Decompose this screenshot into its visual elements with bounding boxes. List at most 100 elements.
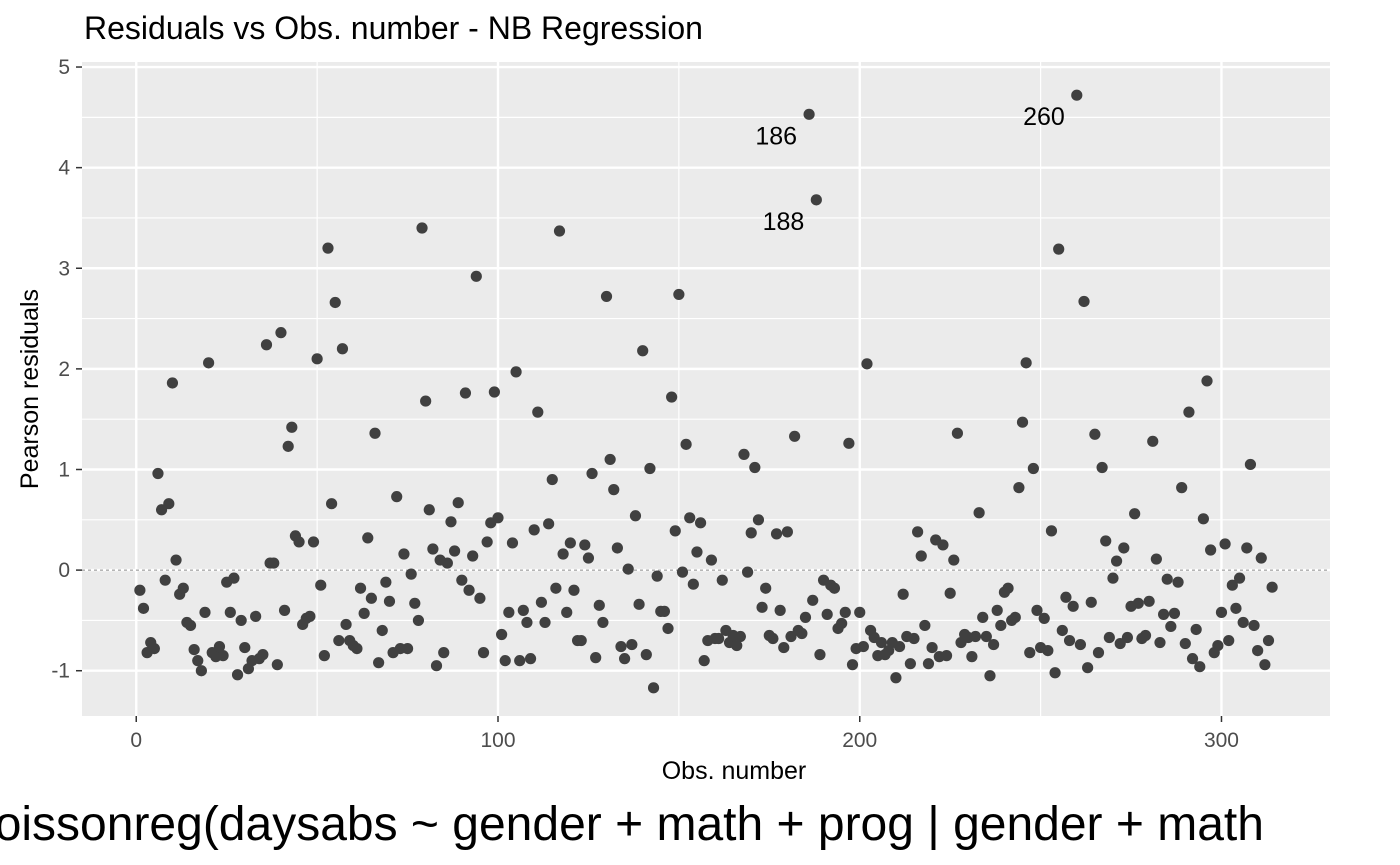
data-point	[152, 467, 164, 480]
data-point	[1096, 461, 1108, 474]
data-point	[1233, 572, 1246, 584]
data-point	[336, 343, 349, 355]
data-point	[307, 536, 320, 548]
point-label: 260	[1023, 103, 1065, 131]
data-point	[926, 641, 938, 654]
data-point	[666, 391, 678, 403]
data-point	[1038, 612, 1050, 625]
data-point	[278, 604, 291, 616]
data-point	[687, 578, 699, 590]
data-point	[203, 357, 215, 369]
data-point	[836, 617, 848, 630]
data-point	[322, 242, 334, 254]
data-point	[1100, 535, 1112, 547]
data-point	[546, 473, 558, 486]
data-point	[304, 610, 316, 622]
y-tick-label: 5	[58, 56, 70, 79]
data-point	[597, 616, 609, 629]
data-point	[575, 634, 587, 647]
data-point	[807, 594, 819, 606]
data-point	[195, 665, 207, 677]
data-point	[535, 596, 548, 608]
point-label: 186	[755, 122, 797, 150]
data-point	[311, 353, 323, 365]
data-point	[1186, 653, 1199, 665]
data-point	[1060, 591, 1072, 603]
data-point	[1252, 645, 1264, 657]
data-point	[315, 579, 327, 591]
chart-title: Residuals vs Obs. number - NB Regression	[84, 10, 703, 46]
data-point	[1045, 525, 1058, 537]
data-point	[828, 582, 841, 594]
data-point	[658, 605, 671, 617]
data-point	[908, 632, 920, 645]
data-point	[915, 550, 927, 562]
data-point	[922, 658, 935, 670]
data-point	[582, 552, 595, 564]
data-point	[213, 640, 226, 653]
data-point	[268, 557, 280, 569]
data-point	[557, 548, 569, 560]
data-point	[452, 497, 464, 509]
data-point	[600, 290, 613, 303]
x-axis-title: Obs. number	[662, 757, 807, 785]
data-point	[579, 539, 591, 551]
data-point	[1262, 634, 1275, 647]
data-point	[257, 649, 269, 661]
data-point	[622, 563, 634, 575]
data-point	[1020, 357, 1032, 369]
data-point	[1205, 544, 1217, 556]
data-point	[1132, 597, 1144, 609]
data-point	[1078, 295, 1090, 308]
data-point	[1158, 608, 1170, 620]
data-point	[260, 339, 273, 351]
data-point	[163, 498, 175, 510]
data-point	[799, 611, 812, 623]
data-point	[228, 572, 240, 584]
x-tick-label: 0	[130, 729, 142, 752]
data-point	[521, 616, 533, 629]
data-point	[919, 619, 931, 632]
data-point	[1212, 639, 1224, 652]
data-point	[995, 619, 1007, 632]
data-point	[409, 597, 421, 609]
data-point	[1172, 576, 1184, 588]
data-point	[275, 327, 287, 339]
data-point	[401, 642, 414, 655]
data-point	[626, 638, 638, 651]
data-point	[904, 658, 916, 670]
data-point	[861, 358, 873, 370]
data-point	[373, 657, 385, 669]
data-point	[611, 542, 623, 554]
data-point	[1150, 553, 1162, 565]
data-point	[539, 616, 551, 629]
x-tick-label: 200	[842, 729, 877, 752]
data-point	[846, 659, 859, 671]
data-point	[948, 554, 960, 566]
data-point	[231, 669, 244, 681]
data-point	[745, 527, 757, 539]
x-tick-label: 300	[1204, 729, 1239, 752]
data-point	[742, 566, 754, 578]
data-point	[604, 453, 616, 466]
data-point	[318, 650, 330, 662]
data-point	[1024, 647, 1036, 659]
y-axis-title: Pearson residuals	[16, 289, 44, 489]
data-point	[969, 630, 982, 643]
data-point	[1168, 607, 1181, 619]
data-point	[890, 672, 902, 684]
data-point	[669, 525, 681, 537]
data-point	[438, 647, 450, 659]
data-point	[293, 536, 305, 548]
data-point	[1121, 631, 1134, 644]
data-point	[1183, 406, 1195, 418]
data-point	[789, 430, 801, 442]
data-point	[474, 592, 486, 604]
data-point	[250, 610, 262, 622]
data-point	[644, 462, 656, 475]
data-point	[673, 288, 685, 301]
data-point	[1067, 600, 1079, 612]
data-point	[893, 640, 906, 653]
data-point	[857, 640, 869, 653]
data-point	[991, 604, 1003, 616]
